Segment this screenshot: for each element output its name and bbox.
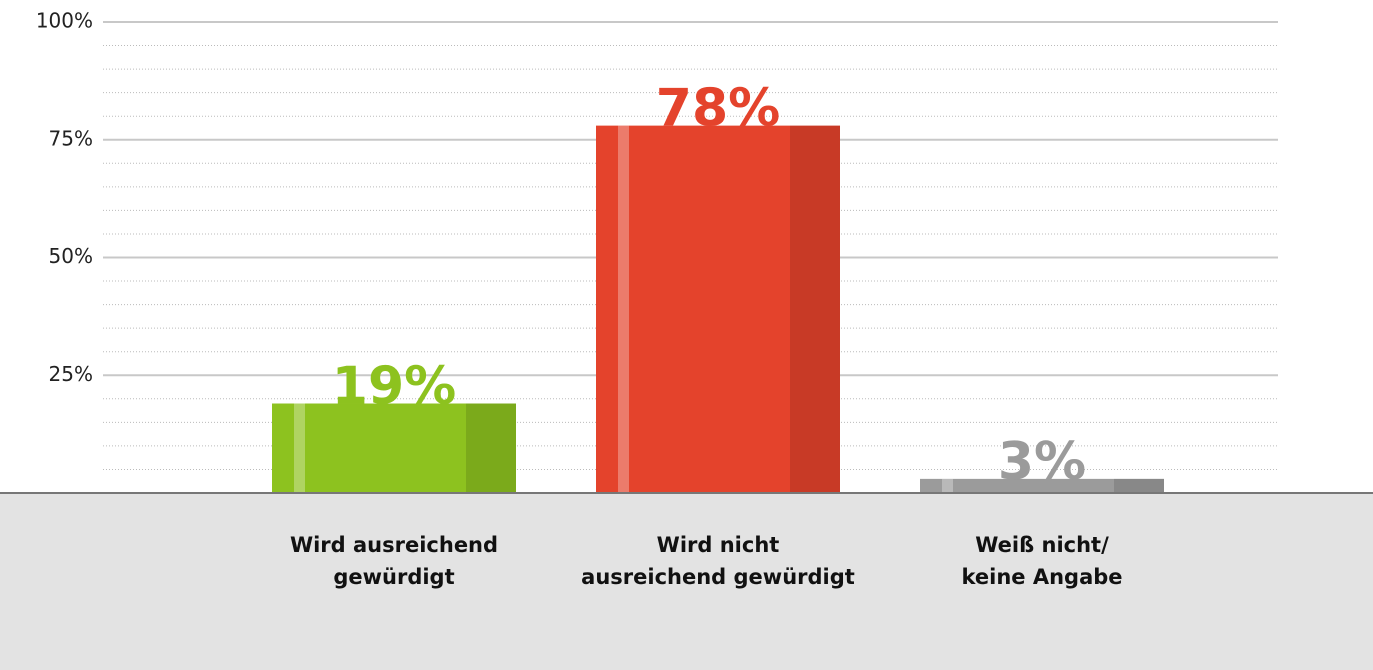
y-tick-label: 75% (49, 126, 93, 150)
y-tick-label: 100% (36, 9, 93, 33)
bar-highlight (294, 403, 305, 493)
bar-highlight (942, 478, 953, 493)
bar-shade (1114, 478, 1164, 493)
x-tick-label: Wird ausreichend gewürdigt (289, 533, 499, 589)
bar-shade (466, 403, 516, 493)
x-tick-label: Wird nicht ausreichend gewürdigt (581, 533, 855, 589)
x-tick-label: Weiß nicht/ keine Angabe (961, 533, 1123, 589)
value-label: 19% (332, 357, 456, 417)
bar-shade (790, 125, 840, 494)
bar-highlight (618, 125, 629, 494)
value-label: 3% (998, 432, 1086, 492)
category-panel (0, 493, 1373, 670)
bar (596, 125, 840, 494)
bar (920, 478, 1164, 493)
bar (272, 403, 516, 493)
value-label: 78% (656, 79, 780, 139)
y-tick-label: 25% (49, 362, 93, 386)
y-tick-label: 50% (49, 244, 93, 268)
